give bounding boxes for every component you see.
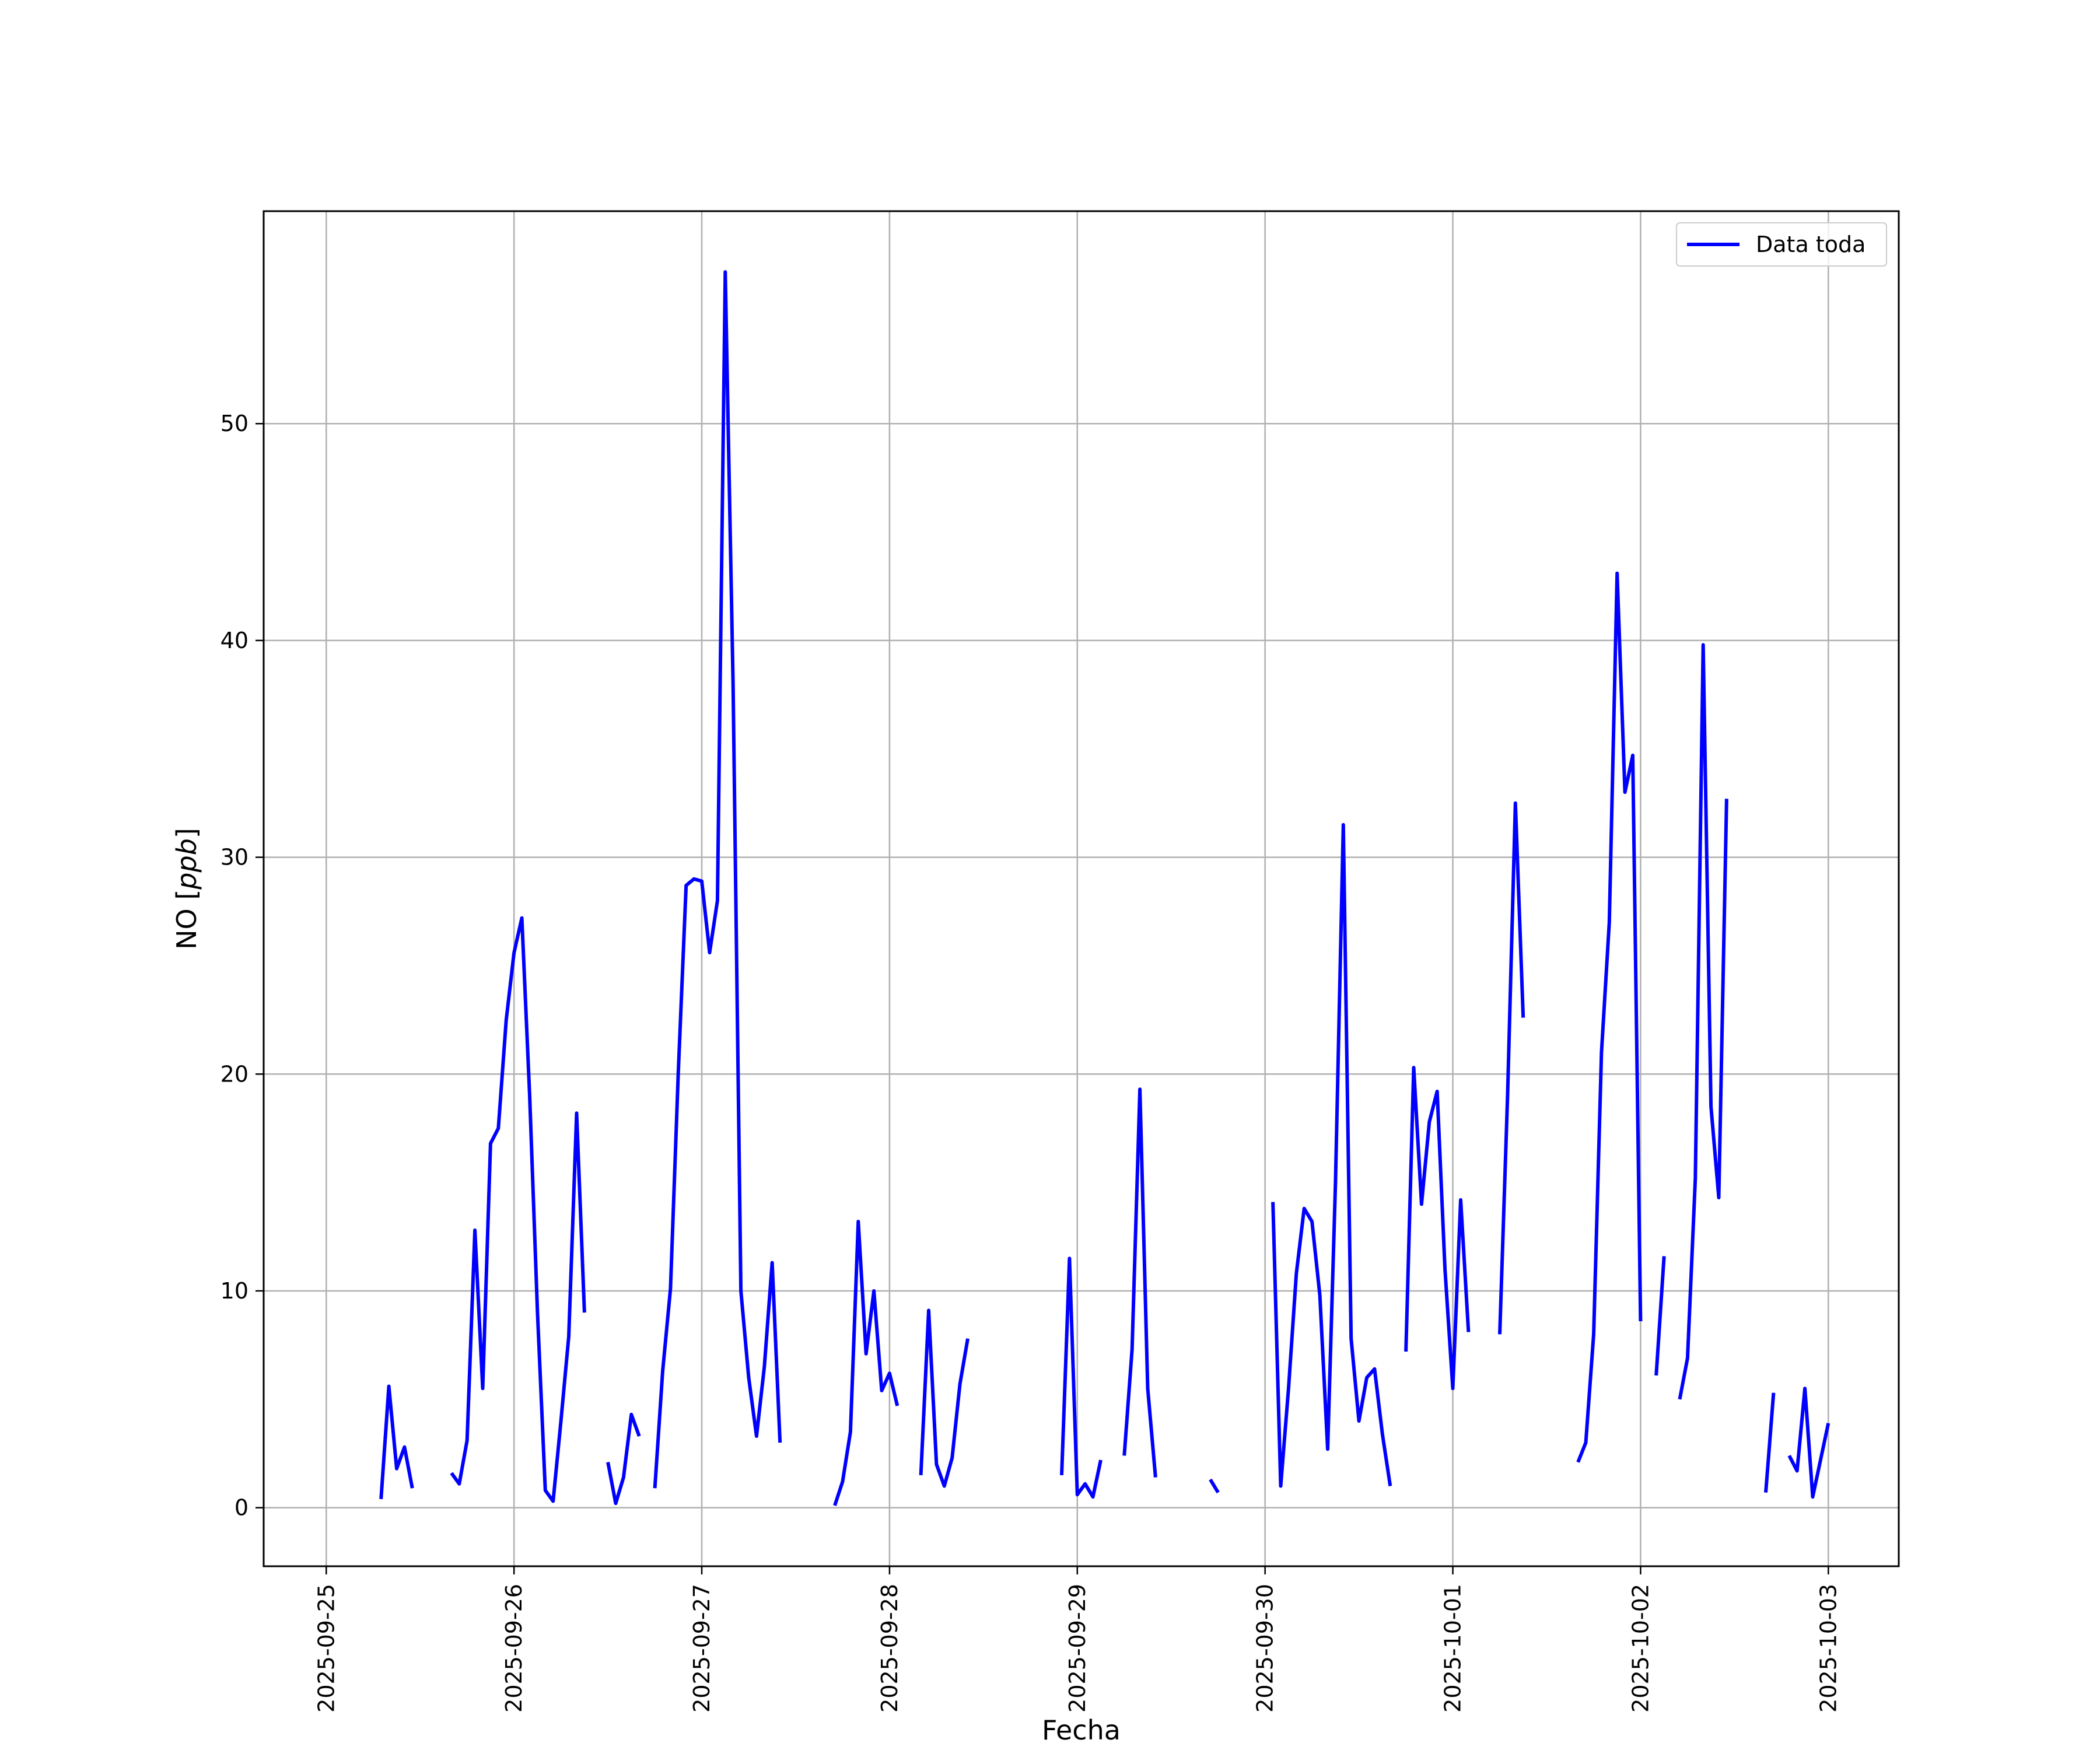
series-segment — [1209, 1478, 1220, 1494]
series-segment — [1678, 643, 1728, 1400]
x-tick-label: 2025-10-02 — [1628, 1584, 1653, 1713]
legend-box — [1676, 222, 1887, 267]
y-tick-label: 20 — [220, 1061, 249, 1087]
series-segment — [919, 1308, 970, 1488]
series-segment — [1271, 822, 1392, 1488]
series-segment — [1404, 1066, 1471, 1391]
x-axis-label: Fecha — [1042, 1714, 1121, 1746]
series-segment — [833, 1220, 900, 1506]
series-segment — [1654, 1256, 1666, 1376]
x-tick-label: 2025-10-01 — [1440, 1584, 1466, 1713]
legend: Data toda — [1676, 222, 1887, 267]
series-segment — [1498, 801, 1525, 1335]
x-axis-ticks: 2025-09-25 2025-09-26 2025-09-27 2025-09-28… — [313, 1566, 1841, 1713]
x-tick-label: 2025-09-27 — [689, 1584, 715, 1713]
x-tick-label: 2025-09-28 — [877, 1584, 902, 1713]
y-axis-ticks: 0 10 20 30 40 50 — [220, 411, 264, 1521]
legend-label: Data toda — [1756, 232, 1866, 257]
y-tick-label: 40 — [220, 628, 249, 653]
series-segment — [1122, 1087, 1157, 1478]
x-tick-label: 2025-09-25 — [313, 1584, 339, 1713]
x-tick-label: 2025-10-03 — [1815, 1584, 1841, 1713]
series-segment — [450, 916, 586, 1503]
y-axis-label-suffix: ] — [171, 828, 202, 838]
series-segment — [1576, 571, 1643, 1463]
x-tick-label: 2025-09-30 — [1252, 1584, 1278, 1713]
series-segment — [1787, 1387, 1831, 1499]
series-segment — [653, 270, 782, 1489]
x-tick-label: 2025-09-26 — [501, 1584, 527, 1713]
y-tick-label: 50 — [220, 411, 249, 436]
y-tick-label: 30 — [220, 845, 249, 870]
y-axis-label-unit: ppb — [171, 838, 202, 890]
grid-lines — [264, 211, 1899, 1566]
series-segment — [1060, 1256, 1102, 1499]
plot-frame — [262, 210, 1900, 1567]
y-tick-label: 0 — [235, 1495, 249, 1521]
series-segment — [379, 1384, 414, 1500]
data-series — [379, 270, 1831, 1506]
x-tick-label: 2025-09-29 — [1065, 1584, 1090, 1713]
series-segment — [606, 1412, 641, 1506]
y-axis-label-prefix: NO [ — [171, 890, 202, 950]
series-segment — [1764, 1392, 1776, 1493]
y-axis-label: NO [ppb] — [171, 828, 202, 950]
y-tick-label: 10 — [220, 1278, 249, 1304]
